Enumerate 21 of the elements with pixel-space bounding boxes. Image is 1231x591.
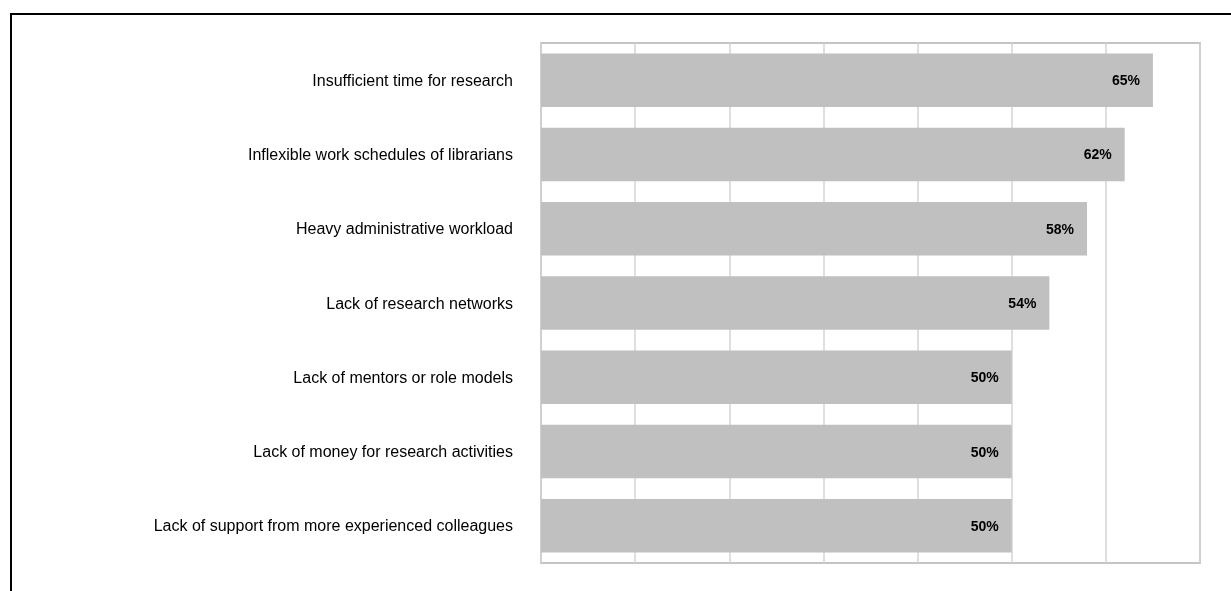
bar [541,424,1012,479]
y-tick-label: Lack of money for research activities [253,443,513,461]
bar [541,53,1153,107]
y-tick-label: Inflexible work schedules of librarians [247,145,513,163]
data-label: 58% [1046,220,1075,237]
data-label: 50% [970,443,1000,460]
y-tick-label: Heavy administrative workload [296,220,513,238]
data-label: 50% [970,517,1000,534]
data-label: 54% [1008,295,1037,311]
data-label: 62% [1083,146,1113,163]
y-tick-label: Lack of research networks [326,294,513,312]
data-label: 50% [970,369,1000,386]
bar [541,201,1088,256]
y-tick-label: Lack of support from more experienced colleagues [153,517,513,535]
y-tick-label: Insufficient time for research [312,71,513,89]
y-tick-label: Lack of mentors or role models [293,368,513,386]
bar [541,276,1050,330]
bar [541,127,1125,182]
bar [541,499,1012,553]
data-label: 65% [1111,72,1141,89]
bar [541,350,1012,405]
